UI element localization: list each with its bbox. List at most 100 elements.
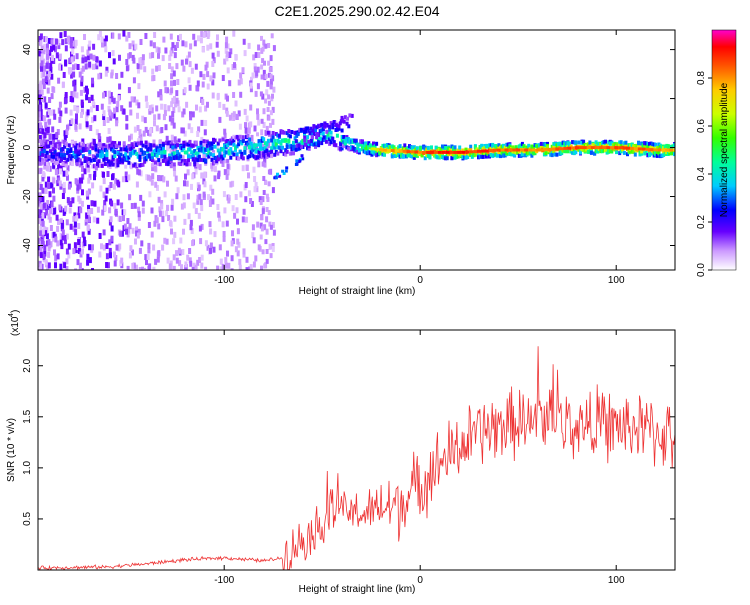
- spectrogram-cell: [72, 151, 76, 156]
- spectrogram-cell: [415, 151, 419, 156]
- spectrogram-cell: [126, 218, 130, 224]
- spectrogram-cell: [144, 140, 148, 145]
- spectrogram-cell: [63, 238, 67, 245]
- spectrogram-cell: [261, 161, 265, 167]
- spectrogram-cell: [271, 246, 275, 252]
- spectrogram-cell: [157, 148, 161, 153]
- spectrogram-cell: [607, 149, 611, 153]
- spectrogram-cell: [100, 103, 104, 110]
- spectrogram-cell: [469, 148, 473, 153]
- spectrogram-cell: [154, 258, 158, 265]
- spectrogram-cell: [574, 150, 578, 155]
- spectrogram-cell: [207, 194, 210, 201]
- spectrogram-cell: [257, 150, 261, 155]
- spectrogram-cell: [115, 120, 119, 127]
- spectrogram-cell: [359, 139, 363, 144]
- spectrogram-cell: [212, 153, 215, 158]
- spectrogram-cell: [250, 76, 253, 83]
- spectrogram-cell: [354, 139, 358, 144]
- spectrogram-cell: [251, 153, 255, 158]
- spectrogram-cell: [40, 60, 44, 67]
- spectrogram-cell: [119, 157, 123, 162]
- spectrogram-cell: [40, 115, 44, 121]
- spectrogram-cell: [135, 264, 138, 270]
- spectrogram-cell: [141, 266, 144, 270]
- spectrogram-cell: [261, 58, 265, 64]
- spectrogram-cell: [209, 184, 213, 191]
- spectrogram-cell: [356, 142, 360, 147]
- spectrogram-cell: [41, 187, 45, 194]
- spectrogram-cell: [232, 138, 236, 143]
- spectrogram-cell: [74, 149, 78, 154]
- spectrogram-cell: [276, 151, 280, 156]
- spectrogram-cell: [298, 127, 302, 132]
- spectrogram-cell: [100, 152, 104, 157]
- spectrogram-cell: [199, 71, 203, 78]
- spectrogram-cell: [557, 144, 560, 149]
- snr-series-path: [38, 346, 675, 570]
- spectrogram-cell: [221, 221, 225, 228]
- spectrogram-cell: [106, 136, 110, 143]
- spectrogram-cell: [244, 122, 247, 129]
- spectrogram-cell: [71, 48, 75, 55]
- spectrogram-cell: [267, 115, 271, 121]
- spectrogram-cell: [495, 153, 499, 158]
- spectrogram-cell: [262, 108, 266, 115]
- spectrogram-cell: [208, 146, 212, 151]
- spectrogram-cell: [47, 176, 51, 183]
- spectrogram-cell: [121, 209, 125, 216]
- spectrogram-cell: [141, 162, 145, 167]
- spectrogram-cell: [176, 155, 179, 160]
- spectrogram-cell: [206, 244, 210, 251]
- spectrogram-cell: [241, 139, 245, 144]
- spectrogram-cell: [426, 148, 430, 153]
- spectrogram-cell: [298, 159, 302, 163]
- spectrogram-cell: [78, 71, 82, 78]
- spectrogram-cell: [89, 53, 93, 60]
- spectrogram-cell: [419, 146, 422, 151]
- spectrogram-cell: [256, 155, 259, 160]
- spectrogram-cell: [86, 109, 90, 116]
- spectrogram-cell: [73, 242, 77, 249]
- spectrogram-cell: [89, 106, 93, 113]
- spectrogram-cell: [542, 142, 546, 147]
- spectrogram-cell: [225, 55, 229, 62]
- spectrogram-cell: [478, 145, 482, 150]
- spectrogram-cell: [224, 262, 228, 269]
- spectrogram-cell: [172, 265, 176, 270]
- spectrogram-cell: [279, 149, 283, 154]
- spectrogram-cell: [267, 142, 271, 149]
- spectrogram-cell: [543, 148, 548, 152]
- spectrogram-cell: [71, 40, 75, 47]
- spectrogram-cell: [114, 255, 118, 261]
- spectrogram-cell: [120, 230, 124, 237]
- spectrogram-cell: [74, 229, 78, 236]
- spectrogram-cell: [97, 34, 101, 41]
- spectrogram-cell: [618, 146, 623, 150]
- spectrogram-cell: [72, 91, 76, 98]
- spectrogram-cell: [61, 229, 65, 236]
- spectrogram-cell: [256, 66, 260, 73]
- spectrogram-cell: [586, 143, 590, 148]
- spectrogram-cell: [572, 140, 576, 145]
- spectrogram-cell: [375, 141, 379, 146]
- spectrogram-cell: [64, 205, 68, 212]
- spectrogram-cell: [44, 121, 48, 128]
- spectrogram-cell: [63, 235, 67, 241]
- spectrogram-cell: [112, 112, 116, 119]
- spectrogram-cell: [586, 149, 590, 154]
- y-tick-label: 20: [22, 93, 33, 105]
- spectrogram-cell: [437, 150, 442, 154]
- spectrogram-cell: [40, 221, 44, 228]
- spectrogram-cell: [145, 174, 149, 181]
- spectrogram-cell: [101, 209, 105, 216]
- spectrogram-cell: [107, 128, 111, 134]
- spectrogram-cell: [630, 149, 634, 154]
- spectrogram-cell: [100, 150, 104, 155]
- spectrogram-cell: [168, 54, 172, 61]
- spectrogram-cell: [83, 240, 87, 247]
- spectrogram-cell: [500, 148, 505, 152]
- spectrogram-cell: [441, 150, 446, 154]
- spectrogram-cell: [301, 141, 305, 146]
- spectrogram-cell: [555, 147, 560, 151]
